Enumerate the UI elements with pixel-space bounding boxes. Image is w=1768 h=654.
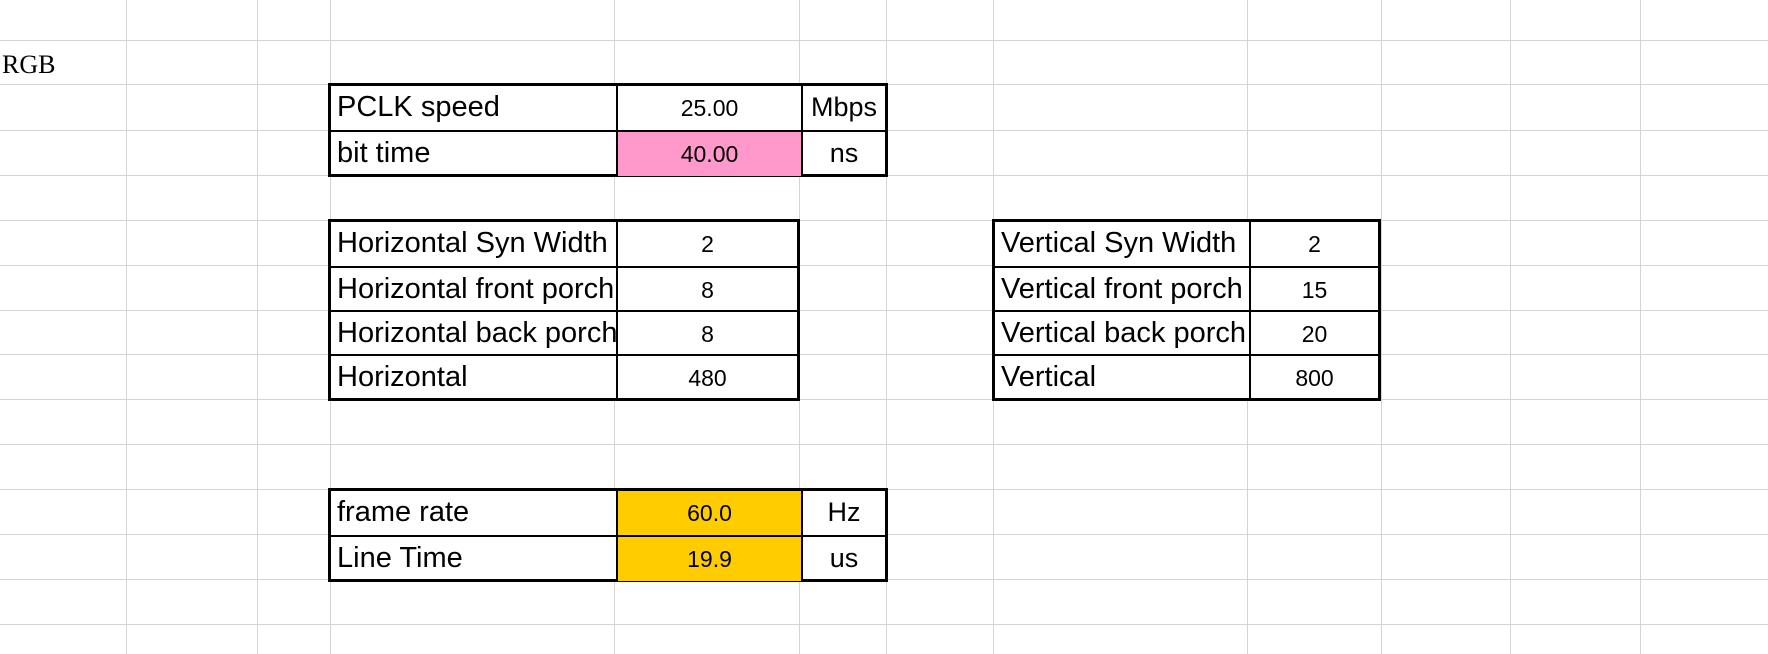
vertical-front-porch-value[interactable]: 15 [1249, 268, 1378, 312]
row-gridline [0, 624, 1768, 625]
pclk-speed-value[interactable]: 25.00 [616, 86, 801, 130]
sheet-title-cell[interactable]: RGB [2, 50, 56, 79]
horizontal-sync-width-value[interactable]: 2 [616, 222, 797, 266]
horizontal-timing-table: Horizontal Syn Width 2 Horizontal front … [328, 219, 800, 401]
column-gridline [1381, 0, 1382, 654]
frame-rate-label[interactable]: frame rate [337, 496, 470, 528]
line-time-unit[interactable]: us [801, 537, 885, 581]
pclk-speed-unit[interactable]: Mbps [801, 86, 885, 130]
table-row: Vertical front porch 15 [995, 266, 1378, 312]
column-gridline [126, 0, 127, 654]
column-gridline [1640, 0, 1641, 654]
table-row: bit time 40.00 ns [331, 130, 885, 176]
vertical-back-porch-value[interactable]: 20 [1249, 312, 1378, 356]
frame-rate-unit[interactable]: Hz [801, 491, 885, 535]
line-time-label[interactable]: Line Time [337, 542, 463, 574]
pclk-speed-label[interactable]: PCLK speed [337, 91, 500, 123]
vertical-back-porch-label[interactable]: Vertical back porch [1001, 317, 1247, 349]
vertical-sync-width-value[interactable]: 2 [1249, 222, 1378, 266]
pclk-table: PCLK speed 25.00 Mbps bit time 40.00 ns [328, 83, 888, 177]
bit-time-unit[interactable]: ns [801, 132, 885, 176]
column-gridline [257, 0, 258, 654]
frame-rate-value[interactable]: 60.0 [616, 491, 801, 535]
horizontal-active-value[interactable]: 480 [616, 356, 797, 400]
bit-time-label[interactable]: bit time [337, 137, 431, 169]
table-row: Horizontal back porch 8 [331, 310, 797, 356]
table-row: Line Time 19.9 us [331, 535, 885, 581]
vertical-active-label[interactable]: Vertical [1001, 361, 1097, 393]
column-gridline [1510, 0, 1511, 654]
bit-time-value[interactable]: 40.00 [616, 132, 801, 176]
horizontal-back-porch-label[interactable]: Horizontal back porch [337, 317, 616, 349]
table-row: Horizontal Syn Width 2 [331, 222, 797, 266]
row-gridline [0, 265, 1768, 266]
row-gridline [0, 40, 1768, 41]
table-row: Horizontal front porch 8 [331, 266, 797, 312]
horizontal-front-porch-value[interactable]: 8 [616, 268, 797, 312]
horizontal-front-porch-label[interactable]: Horizontal front porch [337, 273, 615, 305]
row-gridline [0, 310, 1768, 311]
row-gridline [0, 399, 1768, 400]
vertical-front-porch-label[interactable]: Vertical front porch [1001, 273, 1243, 305]
row-gridline [0, 220, 1768, 221]
table-row: Vertical back porch 20 [995, 310, 1378, 356]
table-row: Vertical 800 [995, 354, 1378, 400]
row-gridline [0, 354, 1768, 355]
table-row: PCLK speed 25.00 Mbps [331, 86, 885, 130]
horizontal-sync-width-label[interactable]: Horizontal Syn Width [337, 227, 608, 259]
table-row: frame rate 60.0 Hz [331, 491, 885, 535]
horizontal-back-porch-value[interactable]: 8 [616, 312, 797, 356]
table-row: Horizontal 480 [331, 354, 797, 400]
vertical-active-value[interactable]: 800 [1249, 356, 1378, 400]
vertical-sync-width-label[interactable]: Vertical Syn Width [1001, 227, 1237, 259]
column-gridline [886, 0, 887, 654]
table-row: Vertical Syn Width 2 [995, 222, 1378, 266]
row-gridline [0, 444, 1768, 445]
vertical-timing-table: Vertical Syn Width 2 Vertical front porc… [992, 219, 1381, 401]
frame-timing-table: frame rate 60.0 Hz Line Time 19.9 us [328, 488, 888, 582]
line-time-value[interactable]: 19.9 [616, 537, 801, 581]
horizontal-active-label[interactable]: Horizontal [337, 361, 468, 393]
